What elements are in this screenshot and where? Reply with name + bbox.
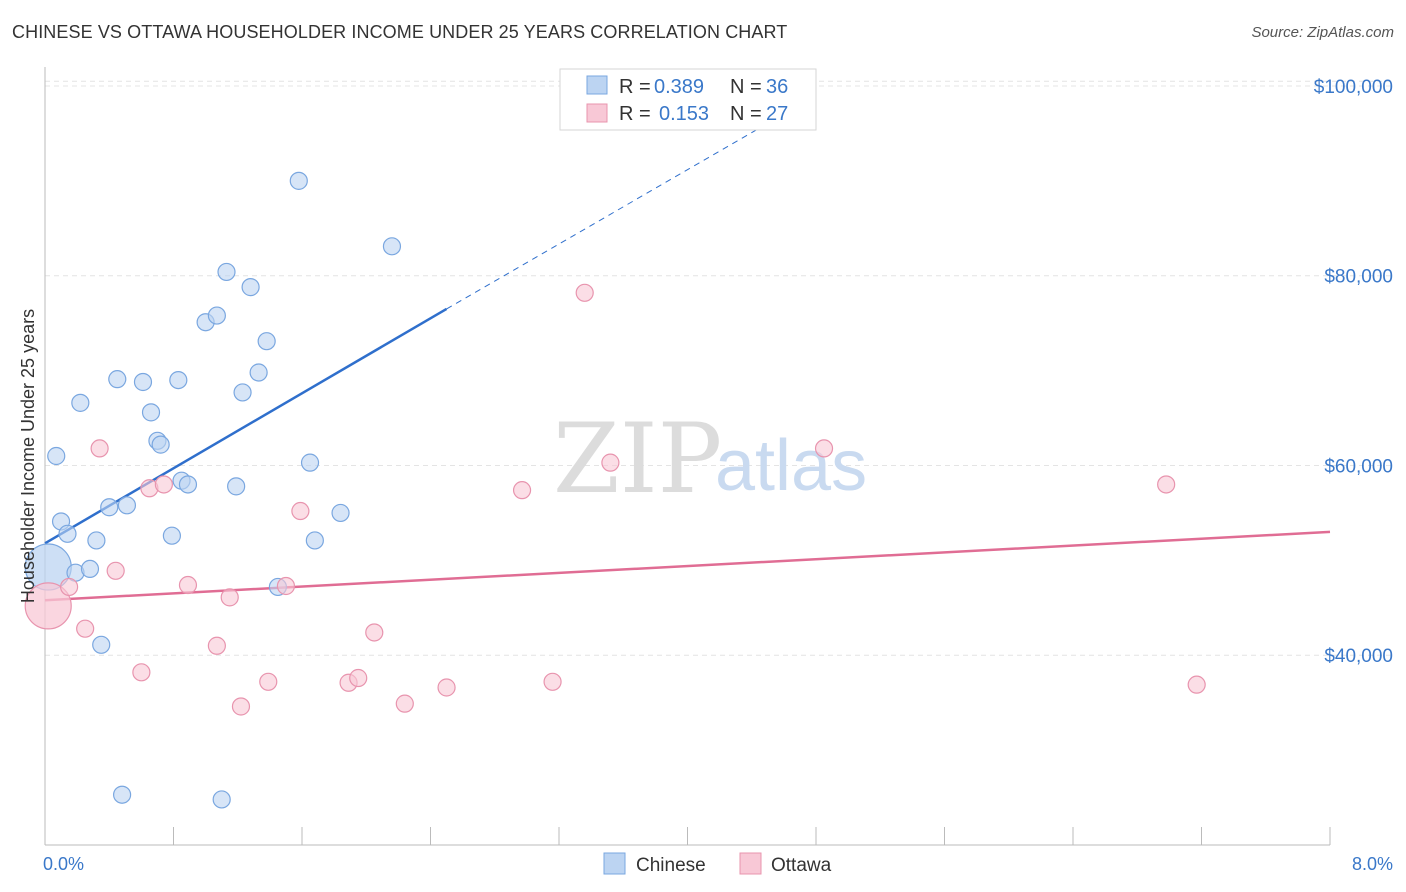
point-chinese-32 (300, 453, 320, 472)
point-ottawa-9 (207, 636, 226, 655)
point-chinese-23 (212, 790, 231, 809)
point-chinese-20 (178, 475, 198, 494)
legend-swatch-ottawa (586, 103, 608, 123)
y-tick-label-3: $100,000 (1314, 77, 1393, 98)
point-ottawa-23 (601, 453, 620, 472)
point-chinese-10 (108, 370, 127, 389)
point-ottawa-10 (220, 588, 239, 607)
point-chinese-17 (162, 526, 181, 545)
watermark-atlas: atlas (715, 426, 867, 506)
point-chinese-9 (100, 498, 119, 517)
point-chinese-13 (133, 372, 153, 392)
point-chinese-25 (227, 477, 246, 496)
point-chinese-6 (80, 559, 100, 579)
point-ottawa-18 (395, 694, 414, 713)
point-chinese-33 (305, 531, 324, 550)
point-chinese-11 (112, 785, 132, 804)
legend-r-value-ottawa: 0.153 (659, 103, 709, 125)
point-chinese-27 (241, 278, 260, 297)
bottom-legend-swatch-ottawa (739, 852, 762, 875)
point-ottawa-5 (132, 663, 151, 682)
point-chinese-12 (117, 496, 137, 515)
y-axis-label: Householder Income Under 25 years (18, 309, 38, 603)
point-ottawa-24 (814, 439, 834, 458)
legend-box: R = 0.389 N = 36 R = 0.153 N = 27 (559, 68, 817, 131)
point-ottawa-26 (1187, 675, 1206, 694)
point-ottawa-11 (231, 697, 251, 716)
point-ottawa-4 (106, 561, 125, 580)
legend-n-label-chinese: N = (730, 76, 762, 98)
bottom-legend-label-chinese: Chinese (636, 855, 706, 876)
legend-r-value-chinese: 0.389 (654, 76, 704, 98)
point-ottawa-19 (437, 678, 456, 697)
point-ottawa-0 (24, 582, 72, 630)
watermark: ZIP atlas (553, 403, 867, 515)
legend-swatch-chinese (586, 75, 608, 95)
point-chinese-7 (87, 531, 106, 550)
bottom-legend: Chinese Ottawa (603, 852, 832, 876)
watermark-zip: ZIP (553, 403, 722, 515)
point-ottawa-20 (512, 481, 532, 500)
chart-title: CHINESE VS OTTAWA HOUSEHOLDER INCOME UND… (12, 22, 788, 42)
point-chinese-3 (58, 524, 77, 543)
point-chinese-31 (289, 171, 308, 190)
point-chinese-35 (382, 237, 402, 256)
bottom-legend-label-ottawa: Ottawa (771, 855, 832, 876)
point-chinese-28 (249, 363, 268, 382)
point-chinese-22 (207, 306, 226, 325)
y-tick-label-1: $60,000 (1324, 456, 1393, 477)
point-ottawa-17 (365, 623, 384, 642)
point-chinese-18 (169, 370, 188, 390)
point-chinese-34 (331, 503, 350, 523)
point-ottawa-14 (291, 501, 310, 521)
legend-n-value-chinese: 36 (766, 76, 788, 98)
point-chinese-5 (71, 393, 90, 412)
trend-lines (44, 95, 1331, 602)
point-ottawa-8 (178, 575, 198, 595)
point-chinese-1 (47, 446, 66, 466)
data-points (24, 171, 1206, 809)
point-chinese-14 (141, 403, 161, 422)
legend-n-label-ottawa: N = (730, 103, 762, 125)
bottom-legend-swatch-chinese (603, 852, 626, 875)
point-ottawa-25 (1157, 475, 1176, 494)
point-ottawa-21 (543, 672, 562, 691)
y-tick-label-2: $80,000 (1324, 267, 1393, 288)
trend-line-chinese-extension (446, 95, 817, 310)
y-tick-labels: $40,000 $60,000 $80,000 $100,000 (1314, 77, 1393, 667)
point-ottawa-12 (259, 672, 278, 691)
x-tick-label-1: 8.0% (1352, 854, 1393, 874)
legend-n-value-ottawa: 27 (766, 103, 788, 125)
source-label: Source: ZipAtlas.com (1251, 24, 1394, 41)
legend-r-label-ottawa: R = (619, 103, 651, 125)
point-ottawa-2 (76, 619, 95, 638)
trend-line-ottawa (44, 530, 1331, 602)
point-ottawa-13 (276, 576, 296, 596)
point-ottawa-3 (90, 439, 109, 458)
point-ottawa-22 (575, 283, 594, 302)
point-ottawa-7 (154, 475, 173, 494)
legend-r-label-chinese: R = (619, 76, 651, 98)
point-chinese-26 (233, 383, 252, 402)
point-chinese-8 (92, 635, 111, 654)
point-chinese-24 (217, 262, 236, 282)
point-chinese-16 (151, 435, 170, 454)
y-tick-label-0: $40,000 (1324, 646, 1393, 667)
point-chinese-29 (257, 332, 276, 351)
point-ottawa-1 (59, 577, 79, 597)
axes (44, 67, 1331, 846)
x-tick-labels: 0.0% 8.0% (43, 854, 1393, 874)
point-ottawa-16 (349, 668, 368, 688)
x-tick-label-0: 0.0% (43, 854, 84, 874)
grid-lines (45, 80, 1395, 656)
